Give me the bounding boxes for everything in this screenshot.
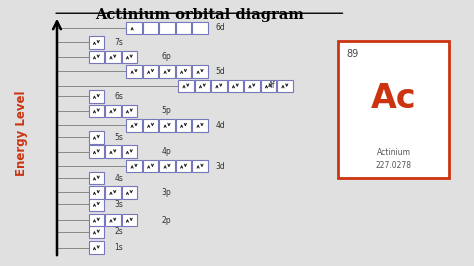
Text: 3d: 3d — [216, 162, 226, 171]
Bar — [126, 65, 142, 78]
Text: 5p: 5p — [162, 106, 172, 115]
Bar — [178, 80, 194, 92]
Bar — [192, 160, 208, 172]
Bar — [105, 146, 120, 158]
Text: 89: 89 — [347, 49, 359, 59]
Bar — [121, 105, 137, 117]
Text: 4s: 4s — [115, 173, 123, 182]
Bar — [192, 22, 208, 34]
Bar — [159, 160, 175, 172]
Bar — [143, 22, 158, 34]
Bar — [277, 80, 292, 92]
Bar — [105, 105, 120, 117]
Bar — [89, 36, 104, 49]
Bar — [121, 51, 137, 63]
Bar — [126, 160, 142, 172]
Bar — [89, 242, 104, 254]
Text: 1s: 1s — [115, 243, 123, 252]
Bar — [176, 119, 191, 132]
Text: 6s: 6s — [115, 92, 123, 101]
Bar — [105, 186, 120, 199]
Text: 5d: 5d — [216, 67, 226, 76]
Bar — [143, 65, 158, 78]
Bar — [143, 119, 158, 132]
Bar — [89, 226, 104, 238]
Bar — [159, 65, 175, 78]
Bar — [89, 90, 104, 103]
Text: Energy Level: Energy Level — [15, 90, 27, 176]
Bar — [228, 80, 243, 92]
Bar — [89, 172, 104, 184]
Text: 6d: 6d — [216, 23, 226, 32]
Text: 3p: 3p — [162, 188, 172, 197]
Text: Ac: Ac — [371, 82, 417, 115]
Bar — [192, 65, 208, 78]
Text: Actinium orbital diagram: Actinium orbital diagram — [95, 8, 304, 22]
Text: 227.0278: 227.0278 — [376, 161, 412, 171]
Bar — [211, 80, 227, 92]
Bar — [89, 51, 104, 63]
Bar — [143, 160, 158, 172]
Text: 6p: 6p — [162, 52, 172, 61]
Bar — [121, 146, 137, 158]
Text: Actinium: Actinium — [377, 148, 410, 157]
Text: 2s: 2s — [115, 227, 123, 236]
Text: 4p: 4p — [162, 147, 172, 156]
Bar — [195, 80, 210, 92]
Bar — [176, 65, 191, 78]
Bar — [121, 186, 137, 199]
Text: 4d: 4d — [216, 121, 226, 130]
Bar — [89, 131, 104, 144]
Bar — [261, 80, 276, 92]
Text: 5s: 5s — [115, 133, 123, 142]
Bar — [126, 119, 142, 132]
Bar — [176, 160, 191, 172]
Bar — [89, 214, 104, 226]
Bar — [121, 214, 137, 226]
Bar — [159, 22, 175, 34]
Bar — [126, 22, 142, 34]
Bar — [244, 80, 260, 92]
Text: 4f: 4f — [268, 81, 275, 90]
Bar — [338, 41, 449, 178]
Bar — [176, 22, 191, 34]
Bar — [89, 186, 104, 199]
Bar — [89, 105, 104, 117]
Bar — [192, 119, 208, 132]
Bar — [89, 146, 104, 158]
Bar — [105, 51, 120, 63]
Bar — [159, 119, 175, 132]
Text: 3s: 3s — [115, 200, 123, 209]
Text: 7s: 7s — [115, 38, 123, 47]
Text: 2p: 2p — [162, 216, 171, 225]
Bar — [105, 214, 120, 226]
Bar — [89, 198, 104, 211]
